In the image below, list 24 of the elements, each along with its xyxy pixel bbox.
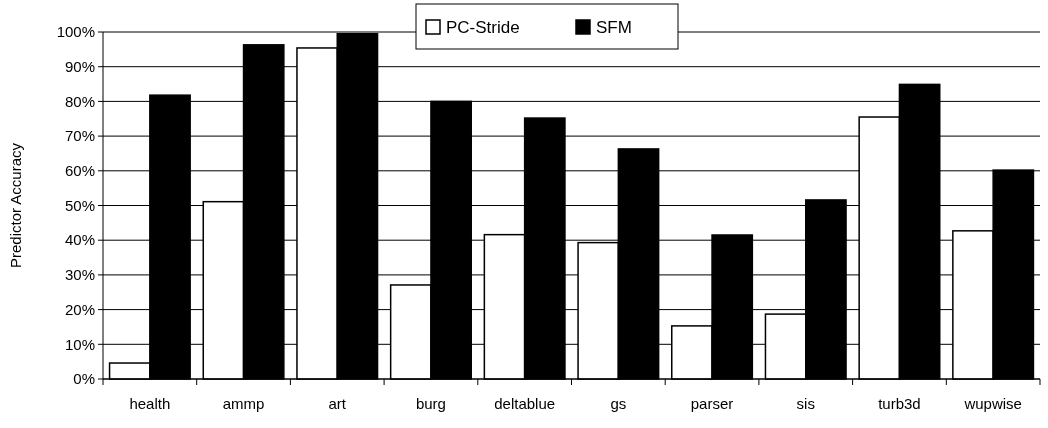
- x-tick-label: deltablue: [494, 395, 556, 412]
- y-tick-label: 90%: [64, 57, 95, 75]
- y-tick-label: 30%: [64, 266, 95, 284]
- x-tick-label: health: [129, 395, 171, 412]
- y-tick-label: 0%: [73, 370, 95, 388]
- x-tick-label: turb3d: [878, 395, 921, 412]
- y-tick-label: 20%: [64, 300, 95, 318]
- x-tick-label: wupwise: [963, 395, 1022, 412]
- y-tick-label: 50%: [64, 196, 95, 214]
- y-tick-label: 10%: [64, 335, 95, 353]
- x-tick-label: parser: [690, 395, 734, 412]
- y-tick-label: 70%: [64, 127, 95, 145]
- y-axis-title: Predictor Accuracy: [7, 142, 25, 269]
- x-tick-label: sis: [796, 395, 815, 412]
- legend-label: PC-Stride: [446, 17, 520, 37]
- x-tick-label: burg: [415, 395, 446, 412]
- y-tick-label: 60%: [64, 162, 95, 180]
- legend-label: SFM: [596, 17, 632, 37]
- x-tick-label: art: [328, 395, 347, 412]
- y-tick-label: 80%: [64, 92, 95, 110]
- y-tick-label: 100%: [56, 23, 95, 41]
- x-tick-label: gs: [610, 395, 627, 412]
- x-tick-label: ammp: [222, 395, 265, 412]
- y-tick-label: 40%: [64, 231, 95, 249]
